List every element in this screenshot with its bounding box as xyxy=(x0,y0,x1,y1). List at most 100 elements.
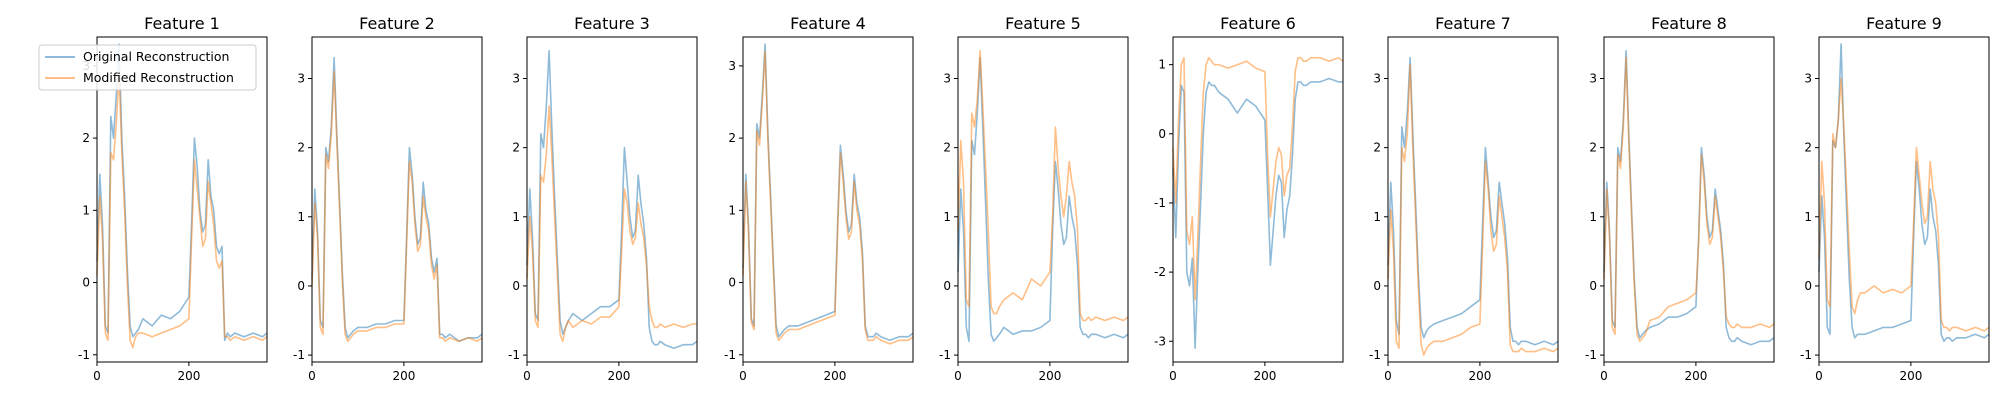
series-modified-line xyxy=(526,105,697,343)
x-tick-label: 0 xyxy=(523,369,531,383)
y-tick-label: 0 xyxy=(1158,127,1166,141)
y-tick-label: 3 xyxy=(512,71,520,85)
legend-original-label: Original Reconstruction xyxy=(83,49,229,64)
y-tick-label: 1 xyxy=(1589,210,1597,224)
axes-frame xyxy=(957,36,1129,363)
y-tick-label: 1 xyxy=(728,203,736,217)
series-original-line xyxy=(1603,49,1775,346)
panel-title: Feature 4 xyxy=(790,14,866,33)
axes-frame xyxy=(1172,36,1344,363)
x-tick-label: 200 xyxy=(607,369,630,383)
series-modified-line xyxy=(96,72,268,349)
series-modified-line xyxy=(1387,63,1559,356)
series-original-line xyxy=(1172,77,1343,350)
y-tick-label: 2 xyxy=(1804,141,1812,155)
x-tick-label: 200 xyxy=(177,369,200,383)
x-tick-label: 0 xyxy=(954,369,962,383)
y-tick-label: 1 xyxy=(1373,210,1381,224)
y-tick-label: 1 xyxy=(1804,210,1812,224)
legend-frame xyxy=(38,44,257,91)
panel-title: Feature 8 xyxy=(1651,14,1727,33)
y-tick-label: 1 xyxy=(943,210,951,224)
axes-frame xyxy=(526,36,698,363)
y-tick-label: 0 xyxy=(943,279,951,293)
panel-title: Feature 9 xyxy=(1866,14,1942,33)
y-tick-label: 3 xyxy=(1373,71,1381,85)
y-tick-label: 0 xyxy=(512,279,520,293)
panel-title: Feature 7 xyxy=(1435,14,1511,33)
series-modified-line xyxy=(1172,56,1344,301)
y-tick-label: -1 xyxy=(1154,196,1166,210)
y-tick-label: 3 xyxy=(1804,71,1812,85)
y-tick-label: 1 xyxy=(512,210,520,224)
axes-frame xyxy=(1818,36,1990,363)
y-tick-label: 1 xyxy=(297,210,305,224)
panel-title: Feature 5 xyxy=(1005,14,1081,33)
y-tick-label: 3 xyxy=(1589,71,1597,85)
x-tick-label: 0 xyxy=(308,369,316,383)
axes-frame xyxy=(96,36,268,363)
x-tick-label: 0 xyxy=(93,369,101,383)
y-tick-label: 0 xyxy=(297,279,305,293)
y-tick-label: -1 xyxy=(1800,348,1812,362)
y-tick-label: -1 xyxy=(939,348,951,362)
y-tick-label: 2 xyxy=(297,141,305,155)
series-modified-line xyxy=(742,50,914,345)
y-tick-label: -1 xyxy=(293,348,305,362)
x-tick-label: 0 xyxy=(1815,369,1823,383)
y-tick-label: -1 xyxy=(508,348,520,362)
series-original-line xyxy=(1387,56,1559,346)
y-tick-label: 2 xyxy=(512,141,520,155)
y-tick-label: 3 xyxy=(943,71,951,85)
panel-title: Feature 1 xyxy=(144,14,220,33)
y-tick-label: 0 xyxy=(1373,279,1381,293)
y-tick-label: -3 xyxy=(1154,334,1166,348)
x-tick-label: 200 xyxy=(823,369,846,383)
x-tick-label: 0 xyxy=(739,369,747,383)
y-tick-label: 1 xyxy=(82,203,90,217)
panel-title: Feature 2 xyxy=(359,14,435,33)
axes-frame xyxy=(1603,36,1775,363)
legend-modified-label: Modified Reconstruction xyxy=(83,70,234,85)
y-tick-label: 2 xyxy=(728,131,736,145)
x-tick-label: 0 xyxy=(1600,369,1608,383)
series-modified-line xyxy=(1603,56,1775,343)
x-tick-label: 0 xyxy=(1169,369,1177,383)
y-tick-label: 3 xyxy=(728,59,736,73)
y-tick-label: -1 xyxy=(724,348,736,362)
series-modified-line xyxy=(311,70,483,343)
series-original-line xyxy=(957,56,1129,343)
series-modified-line xyxy=(1818,77,1990,332)
y-tick-label: 3 xyxy=(297,71,305,85)
y-tick-label: -1 xyxy=(78,348,90,362)
x-tick-label: 200 xyxy=(1899,369,1922,383)
series-original-line xyxy=(742,43,914,342)
x-tick-label: 0 xyxy=(1384,369,1392,383)
y-tick-label: 1 xyxy=(1158,58,1166,72)
panel-feature-6: Feature 6 -3 -2 -1 0 1 0 200 xyxy=(1154,14,1344,383)
y-tick-label: 2 xyxy=(943,141,951,155)
x-tick-label: 200 xyxy=(392,369,415,383)
y-tick-label: -1 xyxy=(1369,348,1381,362)
series-original-line xyxy=(1818,43,1990,343)
x-tick-label: 200 xyxy=(1468,369,1491,383)
y-tick-label: 0 xyxy=(1589,279,1597,293)
panel-title: Feature 6 xyxy=(1220,14,1296,33)
axes-frame xyxy=(311,36,483,363)
y-tick-label: 2 xyxy=(1373,141,1381,155)
series-original-line xyxy=(526,49,698,350)
x-tick-label: 200 xyxy=(1253,369,1276,383)
y-tick-label: -1 xyxy=(1585,348,1597,362)
x-tick-label: 200 xyxy=(1684,369,1707,383)
series-original-line xyxy=(96,43,268,342)
y-tick-label: 0 xyxy=(1804,279,1812,293)
y-tick-label: -2 xyxy=(1154,265,1166,279)
